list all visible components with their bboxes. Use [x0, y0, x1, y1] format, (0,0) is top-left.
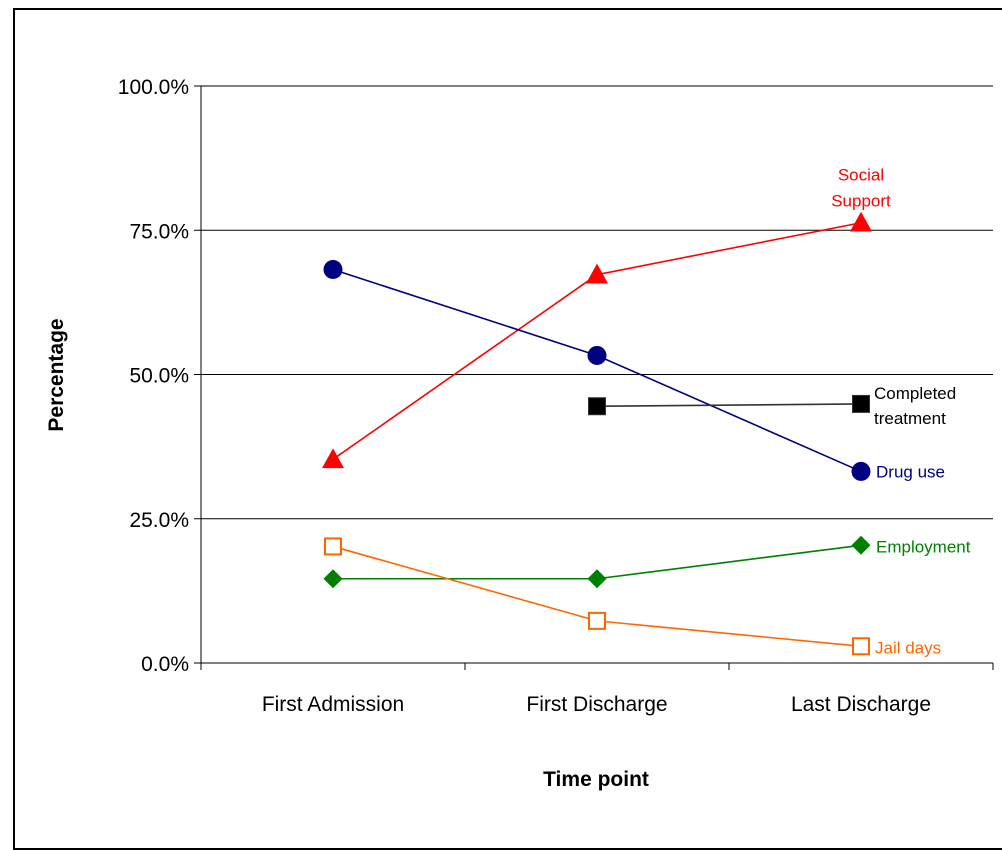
- x-tick-label: Last Discharge: [791, 693, 931, 716]
- series-social-support: [322, 211, 872, 469]
- data-point: [588, 397, 606, 416]
- series-label: Support: [831, 192, 891, 211]
- series-label: Drug use: [876, 462, 945, 481]
- chart-frame: [13, 8, 1002, 850]
- y-tick-label: 25.0%: [129, 509, 189, 532]
- data-point: [851, 535, 871, 555]
- series-completed-treatment: [588, 394, 870, 416]
- series-label: treatment: [874, 409, 946, 428]
- data-point: [323, 259, 343, 279]
- data-point: [852, 394, 870, 413]
- x-tick-label: First Admission: [262, 693, 404, 716]
- series-line: [596, 403, 862, 408]
- y-axis-title: Percentage: [45, 318, 68, 431]
- data-point: [324, 537, 342, 556]
- gridlines: [201, 85, 993, 520]
- series-label: Completed: [874, 384, 956, 403]
- data-point: [850, 211, 872, 232]
- data-point: [588, 611, 606, 630]
- data-point: [323, 569, 343, 589]
- y-tick-label: 100.0%: [118, 76, 189, 99]
- series-employment: [323, 535, 871, 589]
- series-label: Jail days: [875, 638, 941, 657]
- data-point: [852, 637, 870, 656]
- data-point: [587, 569, 607, 589]
- y-tick-label: 0.0%: [141, 653, 189, 676]
- data-point: [322, 448, 344, 469]
- data-point: [586, 263, 608, 284]
- data-point: [851, 461, 871, 481]
- y-tick-label: 50.0%: [129, 365, 189, 388]
- series-label: Social: [838, 166, 884, 185]
- x-axis-title: Time point: [543, 768, 649, 791]
- series-line: [332, 268, 862, 473]
- series-jail-days: [324, 537, 870, 656]
- labels: Social Support Drug use Completed treatment E…: [831, 166, 971, 658]
- y-tick-label: 75.0%: [129, 220, 189, 243]
- series-line: [332, 545, 862, 648]
- data-point: [587, 345, 607, 365]
- axes: 0.0% 25.0% 50.0% 75.0% 100.0% First Admission…: [118, 76, 994, 716]
- series-drug-use: [323, 259, 871, 481]
- series-label: Employment: [876, 537, 971, 556]
- x-tick-label: First Discharge: [526, 693, 667, 716]
- series-line: [332, 221, 862, 460]
- series-layer: [322, 211, 872, 656]
